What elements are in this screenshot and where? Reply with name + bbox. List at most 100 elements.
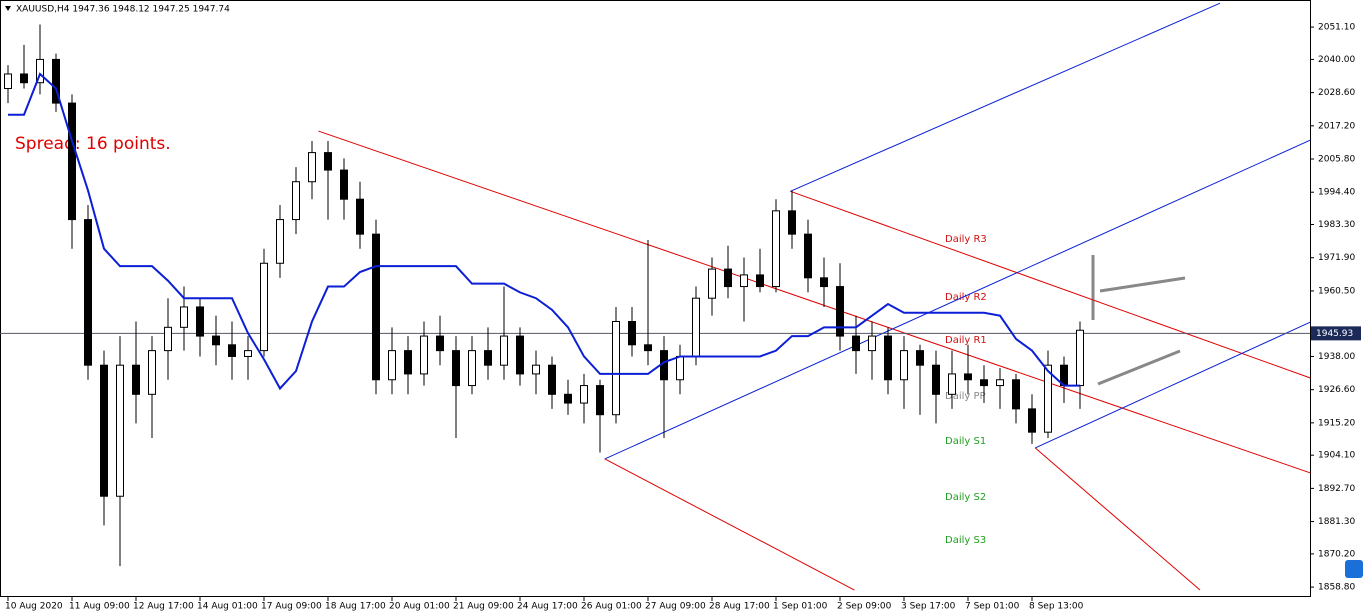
y-tick-label: 1938.00	[1318, 352, 1355, 362]
candle-body	[212, 335, 220, 346]
x-tick-label: 8 Sep 13:00	[1029, 602, 1084, 612]
candle-body	[52, 58, 60, 104]
candle-body	[84, 219, 92, 366]
trendline	[790, 2, 1221, 192]
x-tick-label: 20 Aug 01:00	[389, 602, 450, 612]
x-tick-label: 18 Aug 17:00	[325, 602, 386, 612]
candle-body	[836, 286, 844, 337]
candle-body	[68, 102, 76, 221]
candle-body	[692, 297, 700, 357]
candle-body	[388, 350, 396, 381]
candle-body	[628, 321, 636, 346]
candle-body	[724, 268, 732, 288]
candle-body	[484, 350, 492, 366]
y-tick-label: 2017.20	[1318, 121, 1355, 131]
price-box	[1311, 326, 1361, 341]
candle-body	[20, 73, 28, 84]
candle-body	[980, 379, 988, 387]
y-tick-label: 1904.10	[1318, 451, 1355, 461]
candle-body	[228, 344, 236, 357]
y-tick-label: 1870.20	[1318, 549, 1355, 559]
candle-body	[1028, 408, 1036, 433]
trendline	[1034, 447, 1201, 591]
candle-body	[436, 335, 444, 352]
indicator-line	[8, 72, 1080, 391]
candle-body	[244, 350, 252, 357]
candle-body	[900, 350, 908, 381]
candle-body	[148, 350, 156, 395]
candle-body	[548, 364, 556, 395]
candle-body	[852, 335, 860, 352]
candle-body	[276, 219, 284, 264]
candle-body	[116, 364, 124, 497]
candle-body	[196, 306, 204, 337]
candle-body	[964, 373, 972, 381]
candle-body	[500, 335, 508, 366]
y-tick-label: 1892.70	[1318, 484, 1355, 494]
pivot-label: Daily S1	[945, 436, 986, 447]
app-icon[interactable]	[1345, 560, 1363, 578]
price-label: 1945.93	[1316, 329, 1353, 339]
y-tick-label: 1915.20	[1318, 418, 1355, 428]
trendline	[318, 130, 1311, 474]
candle-body	[292, 181, 300, 221]
candle-body	[708, 268, 716, 299]
x-tick-label: 28 Aug 17:00	[709, 602, 770, 612]
candle-body	[4, 73, 12, 90]
pivot-label: Daily S2	[945, 492, 986, 503]
arrows	[1091, 255, 1186, 386]
candle-body	[1044, 364, 1052, 433]
candle-body	[532, 364, 540, 375]
candle-body	[644, 344, 652, 352]
y-tick-label: 1994.40	[1318, 188, 1355, 198]
candle-body	[596, 385, 604, 416]
candle-body	[340, 169, 348, 200]
spread-annotation: Spread: 16 points.	[15, 134, 171, 154]
candle-body	[468, 350, 476, 387]
y-tick-label: 2005.80	[1318, 155, 1355, 165]
y-tick-label: 1983.30	[1318, 220, 1355, 230]
chart-title: XAUUSD,H4 1947.36 1948.12 1947.25 1947.7…	[16, 5, 230, 15]
trendline	[1034, 321, 1311, 449]
candle-body	[452, 350, 460, 387]
x-tick-label: 10 Aug 2020	[5, 602, 63, 612]
candle-body	[932, 364, 940, 395]
x-tick-label: 12 Aug 17:00	[133, 602, 194, 612]
arrow	[1099, 276, 1186, 293]
x-tick-label: 26 Aug 01:00	[581, 602, 642, 612]
pivot-label: Daily S3	[945, 535, 986, 546]
candle-body	[820, 277, 828, 288]
y-tick-label: 2040.00	[1318, 55, 1355, 65]
candle-body	[260, 262, 268, 352]
pivot-label: Daily R3	[945, 234, 987, 245]
x-tick-label: 14 Aug 01:00	[197, 602, 258, 612]
candle-body	[1076, 329, 1084, 387]
y-tick-label: 1971.90	[1318, 253, 1355, 263]
candle-body	[804, 233, 812, 279]
candle-body	[564, 393, 572, 404]
x-tick-label: 11 Aug 09:00	[69, 602, 130, 612]
candle-body	[132, 364, 140, 395]
pivot-label: Daily PP	[945, 391, 986, 402]
candle-body	[676, 355, 684, 381]
y-tick-label: 1858.80	[1318, 583, 1355, 593]
candle-body	[516, 335, 524, 375]
candle-body	[356, 198, 364, 235]
candle-body	[36, 58, 44, 84]
trendline	[604, 139, 1311, 460]
candle-body	[740, 274, 748, 288]
candle-body	[788, 210, 796, 235]
x-tick-label: 1 Sep 01:00	[773, 602, 828, 612]
arrow	[1097, 349, 1181, 386]
trendline	[604, 458, 855, 591]
candle-body	[324, 152, 332, 171]
y-tick-label: 2051.10	[1318, 23, 1355, 33]
x-tick-label: 3 Sep 17:00	[901, 602, 956, 612]
x-tick-label: 17 Aug 09:00	[261, 602, 322, 612]
candle-body	[772, 210, 780, 288]
candle-body	[164, 326, 172, 352]
candle-body	[996, 379, 1004, 387]
x-tick-label: 7 Sep 01:00	[965, 602, 1020, 612]
menu-arrow	[5, 6, 11, 11]
candle-body	[916, 350, 924, 366]
